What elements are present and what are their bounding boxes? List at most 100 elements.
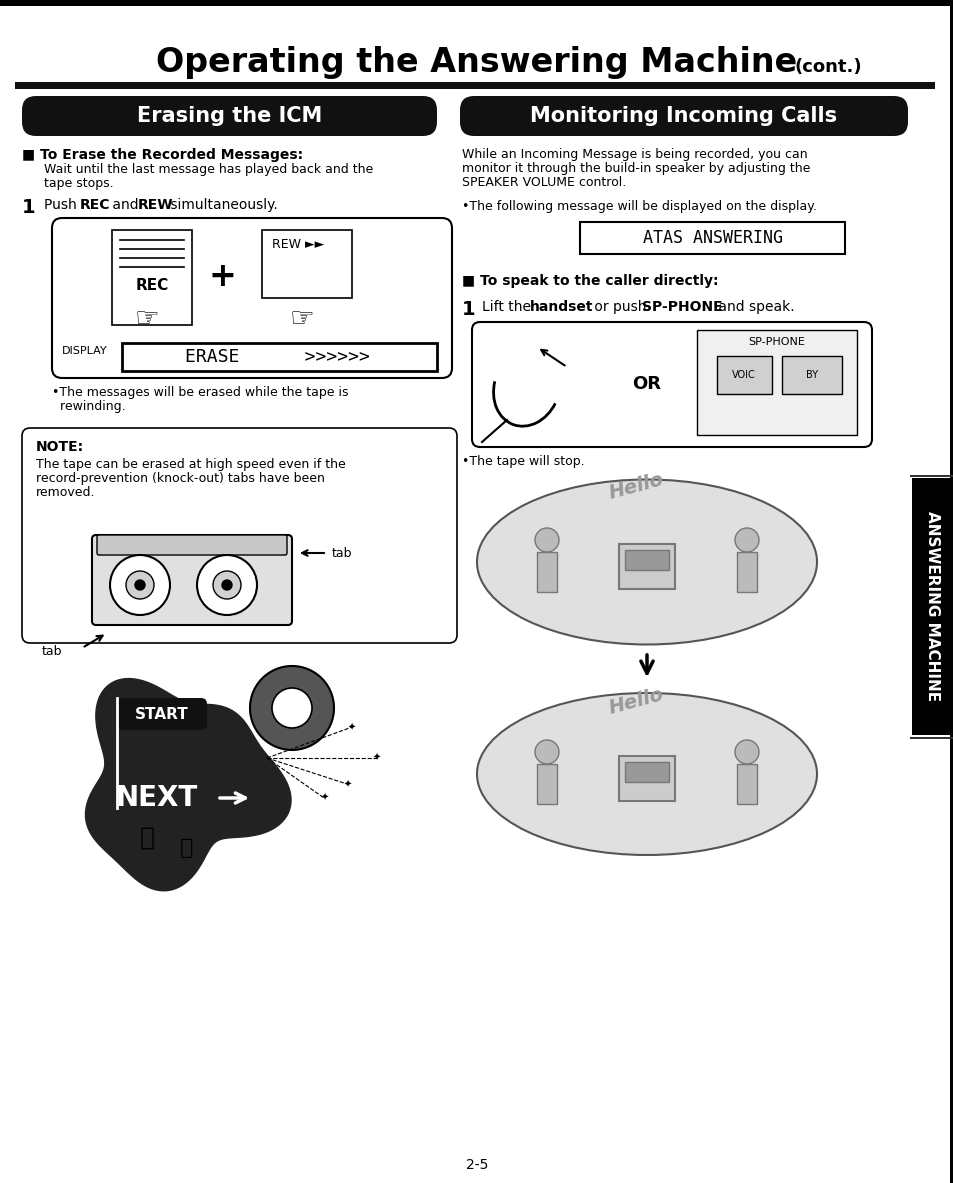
Text: ✦: ✦ <box>347 722 355 732</box>
Circle shape <box>213 571 241 599</box>
Bar <box>717 356 771 394</box>
Text: handset: handset <box>530 300 593 313</box>
Circle shape <box>110 555 170 615</box>
Text: ■ To speak to the caller directly:: ■ To speak to the caller directly: <box>461 274 718 287</box>
Text: REC: REC <box>135 278 169 292</box>
Text: NEXT: NEXT <box>115 784 198 812</box>
Text: 1: 1 <box>461 300 476 319</box>
Text: (cont.): (cont.) <box>794 58 862 76</box>
Text: ERASE      >>>>>>: ERASE >>>>>> <box>184 348 369 366</box>
Text: rewinding.: rewinding. <box>52 400 126 413</box>
FancyBboxPatch shape <box>22 96 436 136</box>
Bar <box>579 222 844 254</box>
Circle shape <box>222 580 232 590</box>
Text: •The messages will be erased while the tape is: •The messages will be erased while the t… <box>52 386 348 399</box>
Bar <box>15 82 934 89</box>
FancyBboxPatch shape <box>52 218 452 379</box>
FancyBboxPatch shape <box>472 322 871 447</box>
Text: ☞: ☞ <box>134 305 159 332</box>
Text: OR: OR <box>632 375 660 393</box>
Text: While an Incoming Message is being recorded, you can: While an Incoming Message is being recor… <box>461 148 807 161</box>
Ellipse shape <box>476 479 816 645</box>
Circle shape <box>734 741 759 764</box>
Text: ✦: ✦ <box>343 780 352 789</box>
Bar <box>909 476 953 477</box>
Text: REW: REW <box>138 198 173 212</box>
Text: Hello: Hello <box>606 685 665 718</box>
Text: Hello: Hello <box>606 470 665 503</box>
Text: DISPLAY: DISPLAY <box>62 345 108 356</box>
Text: Operating the Answering Machine: Operating the Answering Machine <box>156 45 797 78</box>
Text: Erasing the ICM: Erasing the ICM <box>137 106 322 127</box>
Text: REC: REC <box>80 198 111 212</box>
Text: tape stops.: tape stops. <box>44 177 113 190</box>
Text: 🏃: 🏃 <box>139 826 154 851</box>
Bar <box>537 764 557 804</box>
Text: record-prevention (knock-out) tabs have been: record-prevention (knock-out) tabs have … <box>36 472 325 485</box>
Text: tab: tab <box>332 547 352 560</box>
Circle shape <box>272 689 312 728</box>
Circle shape <box>196 555 256 615</box>
Text: removed.: removed. <box>36 486 95 499</box>
Bar <box>697 330 856 435</box>
FancyBboxPatch shape <box>117 698 207 730</box>
Bar <box>911 478 953 735</box>
Circle shape <box>135 580 145 590</box>
Text: SPEAKER VOLUME control.: SPEAKER VOLUME control. <box>461 176 625 189</box>
Circle shape <box>535 741 558 764</box>
Bar <box>949 0 953 1183</box>
Circle shape <box>250 666 334 750</box>
Text: ☞: ☞ <box>290 305 314 332</box>
Text: ✦: ✦ <box>373 754 380 763</box>
Text: Lift the: Lift the <box>481 300 535 313</box>
Bar <box>0 0 953 6</box>
Bar <box>624 550 668 570</box>
Text: Monitoring Incoming Calls: Monitoring Incoming Calls <box>530 106 837 127</box>
Circle shape <box>126 571 153 599</box>
Text: tab: tab <box>42 645 63 658</box>
Text: ATAS ANSWERING: ATAS ANSWERING <box>642 230 782 247</box>
Bar <box>737 764 757 804</box>
Bar <box>618 544 675 589</box>
Text: The tape can be erased at high speed even if the: The tape can be erased at high speed eve… <box>36 458 345 471</box>
Text: Push: Push <box>44 198 81 212</box>
FancyBboxPatch shape <box>459 96 907 136</box>
Circle shape <box>535 528 558 552</box>
Text: REW ►►: REW ►► <box>272 238 324 251</box>
Text: monitor it through the build-in speaker by adjusting the: monitor it through the build-in speaker … <box>461 162 809 175</box>
Text: or push: or push <box>589 300 650 313</box>
Text: •The tape will stop.: •The tape will stop. <box>461 455 584 468</box>
Text: 2-5: 2-5 <box>465 1158 488 1172</box>
Text: +: + <box>208 259 235 292</box>
Bar <box>537 552 557 592</box>
Ellipse shape <box>476 693 816 855</box>
Text: START: START <box>135 706 189 722</box>
Text: BY: BY <box>805 370 818 380</box>
Text: ✦: ✦ <box>320 793 328 803</box>
Bar <box>262 230 352 298</box>
FancyBboxPatch shape <box>97 535 287 555</box>
Text: 🪣: 🪣 <box>180 838 193 858</box>
Bar <box>112 230 192 325</box>
Bar <box>781 356 841 394</box>
Text: ■ To Erase the Recorded Messages:: ■ To Erase the Recorded Messages: <box>22 148 303 162</box>
Text: SP-PHONE: SP-PHONE <box>748 337 804 347</box>
Bar <box>624 762 668 782</box>
Text: NOTE:: NOTE: <box>36 440 84 454</box>
Text: and: and <box>108 198 143 212</box>
FancyBboxPatch shape <box>91 535 292 625</box>
Text: simultaneously.: simultaneously. <box>166 198 277 212</box>
Text: VOIC: VOIC <box>731 370 755 380</box>
Bar <box>909 737 953 739</box>
Text: Wait until the last message has played back and the: Wait until the last message has played b… <box>44 163 373 176</box>
FancyBboxPatch shape <box>22 428 456 644</box>
Circle shape <box>734 528 759 552</box>
Text: ANSWERING MACHINE: ANSWERING MACHINE <box>924 511 940 702</box>
Text: 1: 1 <box>22 198 35 216</box>
Text: and speak.: and speak. <box>713 300 794 313</box>
Text: SP-PHONE: SP-PHONE <box>641 300 721 313</box>
Polygon shape <box>86 679 291 891</box>
Bar <box>122 343 436 371</box>
Bar <box>737 552 757 592</box>
Text: •The following message will be displayed on the display.: •The following message will be displayed… <box>461 200 816 213</box>
